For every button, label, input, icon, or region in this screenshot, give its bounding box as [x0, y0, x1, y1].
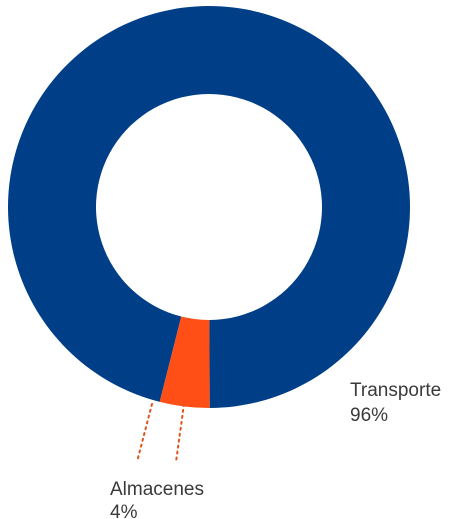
donut-slices	[7, 5, 410, 408]
almacenes-leader-line-right	[175, 403, 185, 463]
transporte-percent: 96%	[350, 405, 388, 426]
donut-slice-transporte	[7, 5, 410, 408]
donut-slice-almacenes	[159, 316, 210, 408]
almacenes-percent: 4%	[110, 502, 138, 519]
leader-lines	[136, 403, 185, 463]
transporte-label: Transporte	[350, 380, 441, 401]
almacenes-label: Almacenes	[110, 479, 204, 500]
almacenes-leader-line-left	[136, 403, 153, 463]
